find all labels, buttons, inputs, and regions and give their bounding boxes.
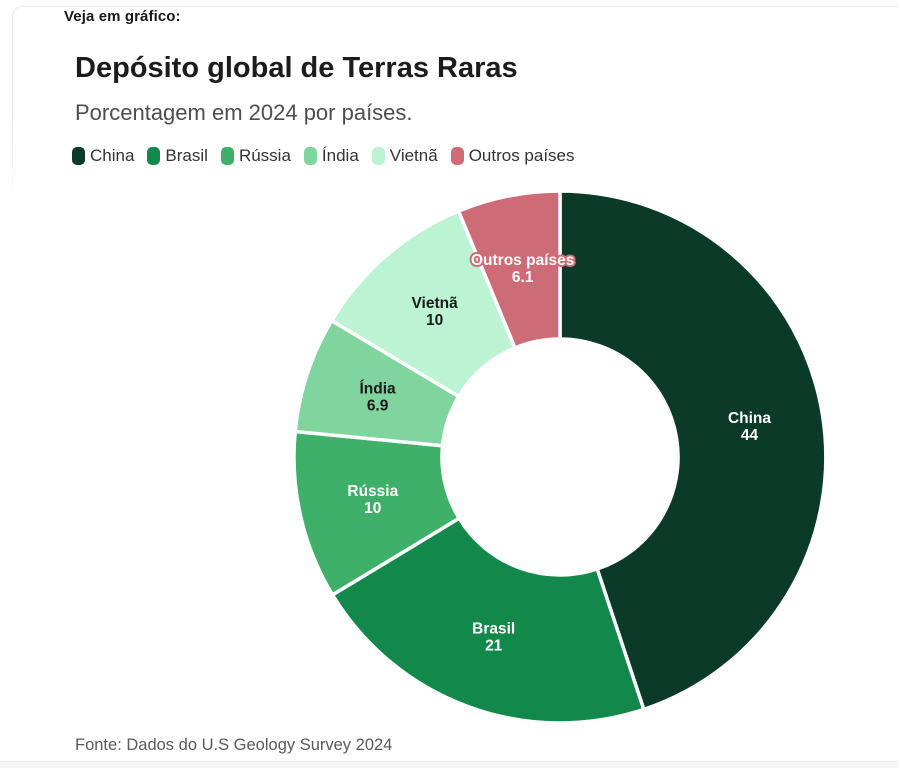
legend-item-brasil[interactable]: Brasil xyxy=(147,146,208,166)
chart-legend: China Brasil Rússia Índia Vietnã Outros paíse… xyxy=(72,146,575,166)
legend-label: Vietnã xyxy=(389,146,438,165)
source-note: Fonte: Dados do U.S Geology Survey 2024 xyxy=(75,736,393,754)
legend-item-vietna[interactable]: Vietnã xyxy=(371,146,438,166)
legend-swatch-brasil xyxy=(147,147,161,165)
slice-label-vietna: Vietnã 10 xyxy=(411,295,458,329)
slice-label-outros-paises: Outros países 6.1 xyxy=(471,252,574,286)
legend-label: Outros países xyxy=(468,146,575,165)
chart-title: Depósito global de Terras Raras xyxy=(75,52,518,84)
legend-swatch-india xyxy=(303,147,317,165)
legend-swatch-china xyxy=(72,147,85,165)
legend-label: Brasil xyxy=(165,146,208,165)
donut-slice-china[interactable] xyxy=(558,189,828,712)
legend-item-russia[interactable]: Rússia xyxy=(220,146,291,166)
legend-item-china[interactable]: China xyxy=(72,146,134,166)
legend-item-india[interactable]: Índia xyxy=(303,146,359,166)
legend-label: Índia xyxy=(321,146,359,165)
legend-swatch-outros-paises xyxy=(450,147,464,165)
slice-label-india: Índia 6.9 xyxy=(360,381,397,415)
legend-item-outros-paises[interactable]: Outros países xyxy=(450,146,575,166)
slice-label-russia: Rússia 10 xyxy=(347,483,398,517)
kicker: Veja em gráfico: xyxy=(64,8,181,25)
legend-swatch-russia xyxy=(220,147,234,165)
chart-subtitle: Porcentagem em 2024 por países. xyxy=(75,100,413,125)
legend-swatch-vietna xyxy=(371,147,385,165)
bottom-strip xyxy=(0,761,899,768)
donut-slice-brasil[interactable] xyxy=(330,516,646,725)
donut-slice-outros-paises[interactable] xyxy=(456,189,562,350)
slice-label-brasil: Brasil 21 xyxy=(472,621,515,655)
slice-label-china: China 44 xyxy=(728,410,771,444)
legend-label: Rússia xyxy=(238,146,291,165)
legend-label: China xyxy=(90,146,135,165)
